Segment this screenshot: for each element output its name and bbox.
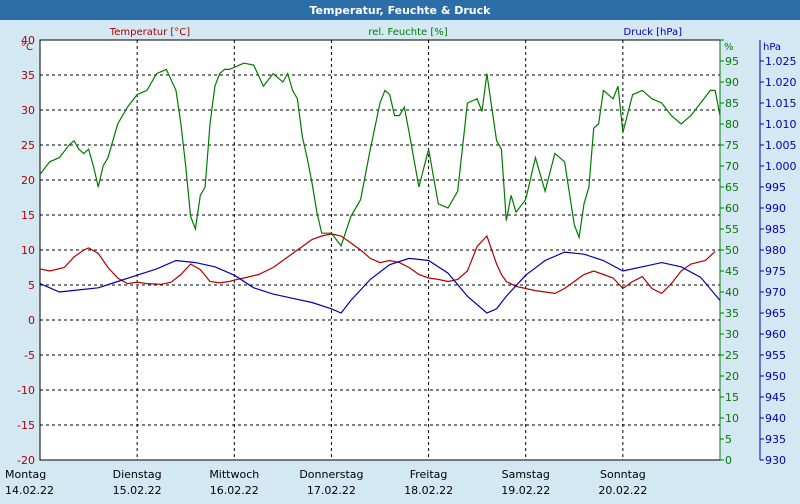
pressure-tick-label: 980 bbox=[765, 244, 786, 257]
pressure-tick-label: 940 bbox=[765, 412, 786, 425]
humidity-axis-title: rel. Feuchte [%] bbox=[368, 27, 447, 38]
pressure-tick-label: 965 bbox=[765, 307, 786, 320]
humidity-tick-label: 60 bbox=[725, 202, 739, 215]
temperature-tick-label: 10 bbox=[21, 244, 35, 257]
temperature-tick-label: 30 bbox=[21, 104, 35, 117]
humidity-tick-label: 90 bbox=[725, 76, 739, 89]
x-tick-weekday: Freitag bbox=[410, 468, 448, 481]
grid bbox=[40, 40, 720, 460]
axes: 4035302520151050-5-10-15-209590858075706… bbox=[5, 34, 797, 497]
pressure-tick-label: 975 bbox=[765, 265, 786, 278]
x-tick-weekday: Sonntag bbox=[600, 468, 646, 481]
temperature-tick-label: 40 bbox=[21, 34, 35, 47]
pressure-tick-label: 930 bbox=[765, 454, 786, 467]
x-tick-date: 19.02.22 bbox=[501, 484, 550, 497]
humidity-tick-label: 55 bbox=[725, 223, 739, 236]
pressure-tick-label: 1.005 bbox=[765, 139, 797, 152]
pressure-tick-label: 950 bbox=[765, 370, 786, 383]
humidity-tick-label: 65 bbox=[725, 181, 739, 194]
series bbox=[39, 62, 721, 314]
title-bar bbox=[0, 0, 800, 20]
humidity-tick-label: 50 bbox=[725, 244, 739, 257]
x-tick-weekday: Dienstag bbox=[113, 468, 162, 481]
temperature-unit-label: °C bbox=[21, 42, 33, 53]
pressure-tick-label: 1.025 bbox=[765, 55, 797, 68]
humidity-tick-label: 20 bbox=[725, 370, 739, 383]
temperature-axis-title: Temperatur [°C] bbox=[109, 27, 190, 38]
pressure-tick-label: 955 bbox=[765, 349, 786, 362]
pressure-axis-title: Druck [hPa] bbox=[624, 27, 683, 38]
humidity-tick-label: 40 bbox=[725, 286, 739, 299]
humidity-tick-label: 30 bbox=[725, 328, 739, 341]
temperature-tick-label: 0 bbox=[28, 314, 35, 327]
pressure-tick-label: 935 bbox=[765, 433, 786, 446]
pressure-tick-label: 1.020 bbox=[765, 76, 797, 89]
pressure-tick-label: 1.015 bbox=[765, 97, 797, 110]
temperature-tick-label: 20 bbox=[21, 174, 35, 187]
x-tick-date: 18.02.22 bbox=[404, 484, 453, 497]
humidity-tick-label: 75 bbox=[725, 139, 739, 152]
temperature-tick-label: -10 bbox=[17, 384, 35, 397]
pressure-tick-label: 945 bbox=[765, 391, 786, 404]
temperature-tick-label: -5 bbox=[24, 349, 35, 362]
humidity-tick-label: 95 bbox=[725, 55, 739, 68]
humidity-tick-label: 25 bbox=[725, 349, 739, 362]
x-tick-date: 14.02.22 bbox=[5, 484, 54, 497]
pressure-tick-label: 1.010 bbox=[765, 118, 797, 131]
x-tick-weekday: Donnerstag bbox=[299, 468, 363, 481]
x-tick-weekday: Mittwoch bbox=[209, 468, 259, 481]
temperature-tick-label: 5 bbox=[28, 279, 35, 292]
temperature-tick-label: 15 bbox=[21, 209, 35, 222]
x-tick-date: 16.02.22 bbox=[210, 484, 259, 497]
pressure-tick-label: 1.000 bbox=[765, 160, 797, 173]
x-tick-date: 15.02.22 bbox=[113, 484, 162, 497]
humidity-tick-label: 80 bbox=[725, 118, 739, 131]
temperature-tick-label: -20 bbox=[17, 454, 35, 467]
humidity-tick-label: 15 bbox=[725, 391, 739, 404]
humidity-unit-label: % bbox=[724, 42, 734, 53]
pressure-tick-label: 990 bbox=[765, 202, 786, 215]
x-tick-weekday: Montag bbox=[5, 468, 46, 481]
humidity-tick-label: 70 bbox=[725, 160, 739, 173]
humidity-tick-label: 85 bbox=[725, 97, 739, 110]
pressure-tick-label: 995 bbox=[765, 181, 786, 194]
humidity-tick-label: 5 bbox=[725, 433, 732, 446]
x-tick-date: 17.02.22 bbox=[307, 484, 356, 497]
temperature-tick-label: 35 bbox=[21, 69, 35, 82]
humidity-tick-label: 0 bbox=[725, 454, 732, 467]
pressure-tick-label: 970 bbox=[765, 286, 786, 299]
humidity-tick-label: 10 bbox=[725, 412, 739, 425]
x-tick-date: 20.02.22 bbox=[598, 484, 647, 497]
pressure-tick-label: 985 bbox=[765, 223, 786, 236]
humidity-line bbox=[39, 62, 721, 248]
pressure-line bbox=[39, 251, 721, 314]
temperature-tick-label: 25 bbox=[21, 139, 35, 152]
x-tick-weekday: Samstag bbox=[502, 468, 550, 481]
chart-title: Temperatur, Feuchte & Druck bbox=[310, 4, 492, 17]
pressure-tick-label: 960 bbox=[765, 328, 786, 341]
pressure-unit-label: hPa bbox=[763, 42, 781, 53]
humidity-tick-label: 45 bbox=[725, 265, 739, 278]
temperature-tick-label: -15 bbox=[17, 419, 35, 432]
humidity-tick-label: 35 bbox=[725, 307, 739, 320]
temperature-line bbox=[39, 233, 716, 295]
